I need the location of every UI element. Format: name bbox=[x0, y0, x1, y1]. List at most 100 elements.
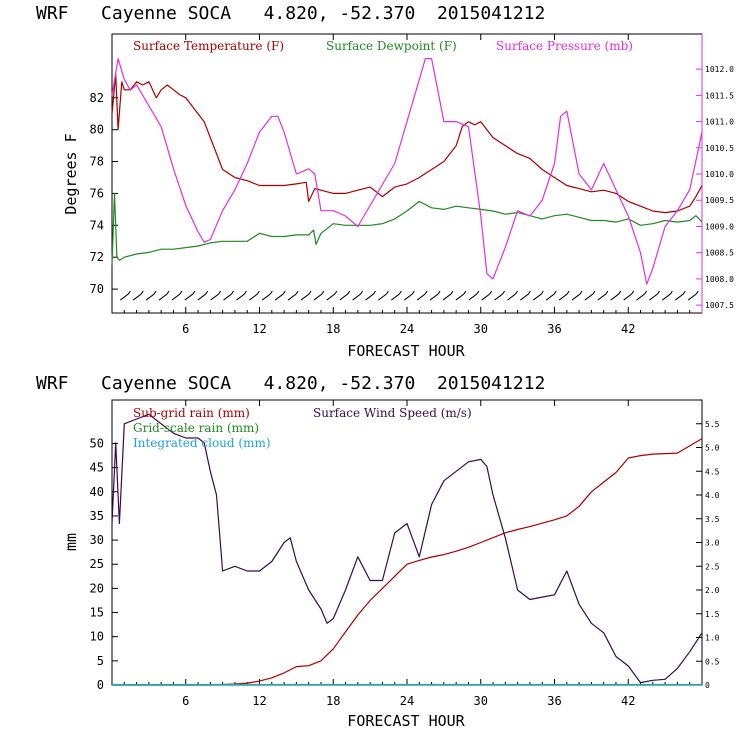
wind-barb bbox=[429, 293, 439, 301]
x-tick-label: 6 bbox=[182, 694, 189, 708]
panel2-series bbox=[111, 413, 703, 686]
wind-barb bbox=[274, 293, 284, 301]
wind-barb bbox=[197, 293, 207, 301]
wind-barb bbox=[662, 293, 671, 301]
panel1-series bbox=[111, 58, 703, 285]
wind-barb-flag bbox=[631, 290, 635, 295]
wind-barb-flag bbox=[386, 290, 389, 295]
wind-barb-flag bbox=[450, 290, 454, 295]
x-tick-label: 18 bbox=[326, 322, 340, 336]
wind-barb-flag bbox=[566, 290, 570, 295]
wind-barb bbox=[494, 293, 503, 301]
y2-tick-label: 1008.5 bbox=[705, 249, 734, 258]
y-tick-label: 72 bbox=[90, 250, 104, 264]
x-tick-label: 36 bbox=[547, 322, 561, 336]
y2-tick-label: 3.5 bbox=[705, 515, 720, 524]
wind-barb bbox=[132, 293, 142, 301]
wind-barb bbox=[313, 293, 323, 301]
wind-barb-flag bbox=[489, 290, 493, 295]
wind-barb-flag bbox=[540, 290, 544, 295]
wind-barb bbox=[636, 293, 645, 301]
wind-barb-flag bbox=[334, 290, 338, 295]
y-tick-label: 80 bbox=[90, 123, 104, 137]
panel1-xlabel: FORECAST HOUR bbox=[347, 342, 465, 360]
y2-tick-label: 4.5 bbox=[705, 467, 720, 476]
wind-barb-flag bbox=[321, 290, 325, 295]
wind-barb bbox=[287, 293, 297, 301]
wind-barb bbox=[571, 293, 581, 301]
x-tick-label: 12 bbox=[252, 322, 266, 336]
wind-barb-flag bbox=[269, 290, 273, 295]
wind-barb-flag bbox=[618, 290, 622, 295]
panel1-title: WRF Cayenne SOCA 4.820, -52.370 20150412… bbox=[36, 3, 545, 24]
wind-barb bbox=[352, 293, 361, 301]
wind-barb bbox=[507, 293, 516, 301]
series-line-surface-temperature bbox=[111, 73, 703, 214]
y2-tick-label: 1008.0 bbox=[705, 275, 734, 284]
wind-barb bbox=[403, 293, 413, 301]
y2-tick-label: 1.5 bbox=[705, 610, 720, 619]
wind-barb-flag bbox=[605, 290, 609, 295]
y-tick-label: 5 bbox=[97, 654, 104, 668]
wind-barb-flag bbox=[411, 290, 415, 295]
wind-barb-flag bbox=[166, 290, 170, 295]
panel1-ticks: 6 12 18 24 30 36 42 70 72 74 76 78 80 82 1007.5 1008.0 1… bbox=[90, 34, 734, 336]
x-tick-label: 18 bbox=[326, 694, 340, 708]
wind-barb bbox=[158, 293, 168, 301]
wind-barb-flag bbox=[360, 290, 364, 295]
legend-gridscale-rain: Grid-scale rain (mm) bbox=[133, 421, 259, 435]
wind-barb bbox=[468, 293, 478, 301]
y2-tick-label: 1012.0 bbox=[705, 65, 734, 74]
y2-tick-label: 1007.5 bbox=[705, 301, 734, 310]
wind-barb-flag bbox=[553, 290, 557, 295]
wind-barb-flag bbox=[179, 290, 183, 295]
x-tick-label: 36 bbox=[547, 694, 561, 708]
y2-tick-label: 1011.0 bbox=[705, 118, 734, 127]
y-tick-label: 82 bbox=[90, 91, 104, 105]
y-tick-label: 25 bbox=[90, 557, 104, 571]
wind-barb bbox=[339, 293, 348, 301]
wind-barb-flag bbox=[579, 290, 583, 295]
wind-barb-flag bbox=[657, 290, 660, 295]
wind-barb-flag bbox=[424, 290, 428, 295]
legend-surface-dewpoint: Surface Dewpoint (F) bbox=[326, 39, 457, 53]
wind-barb-flag bbox=[192, 290, 196, 295]
x-tick-label: 24 bbox=[400, 694, 414, 708]
wind-barb bbox=[145, 293, 155, 301]
x-tick-label: 24 bbox=[400, 322, 414, 336]
y2-tick-label: 5.5 bbox=[705, 420, 720, 429]
wind-barb-flag bbox=[437, 290, 441, 295]
series-line-surface-dewpoint bbox=[111, 192, 703, 266]
wind-barb bbox=[210, 293, 219, 301]
wind-barb-flag bbox=[256, 290, 260, 295]
wind-barb-flag bbox=[398, 290, 402, 295]
y-tick-label: 45 bbox=[90, 461, 104, 475]
wind-barb-flag bbox=[502, 290, 505, 295]
wind-barb bbox=[610, 293, 620, 301]
y2-tick-label: 3.0 bbox=[705, 539, 720, 548]
wind-barb bbox=[261, 293, 271, 301]
wind-barb-flag bbox=[244, 290, 247, 295]
y2-tick-label: 1009.5 bbox=[705, 196, 734, 205]
wind-barb-flag bbox=[682, 290, 686, 295]
wind-barb bbox=[520, 293, 529, 301]
y2-tick-label: 5.0 bbox=[705, 444, 720, 453]
y-tick-label: 70 bbox=[90, 282, 104, 296]
y-tick-label: 40 bbox=[90, 485, 104, 499]
y2-tick-label: 1.0 bbox=[705, 634, 720, 643]
y-tick-label: 30 bbox=[90, 533, 104, 547]
wind-barb-flag bbox=[347, 290, 351, 295]
y-tick-label: 15 bbox=[90, 606, 104, 620]
wind-barb bbox=[184, 293, 194, 301]
y2-tick-label: 1009.0 bbox=[705, 222, 734, 231]
y2-tick-label: 2.0 bbox=[705, 586, 720, 595]
wind-barb bbox=[300, 293, 310, 301]
legend-surface-temperature: Surface Temperature (F) bbox=[133, 39, 284, 53]
wind-barb bbox=[455, 293, 465, 301]
wind-barb-flag bbox=[308, 290, 312, 295]
legend-surface-wind-speed: Surface Wind Speed (m/s) bbox=[313, 406, 472, 420]
wind-barb bbox=[674, 293, 684, 301]
precipitation-panel: WRF Cayenne SOCA 4.820, -52.370 20150412… bbox=[36, 373, 720, 730]
wind-barb bbox=[597, 293, 607, 301]
